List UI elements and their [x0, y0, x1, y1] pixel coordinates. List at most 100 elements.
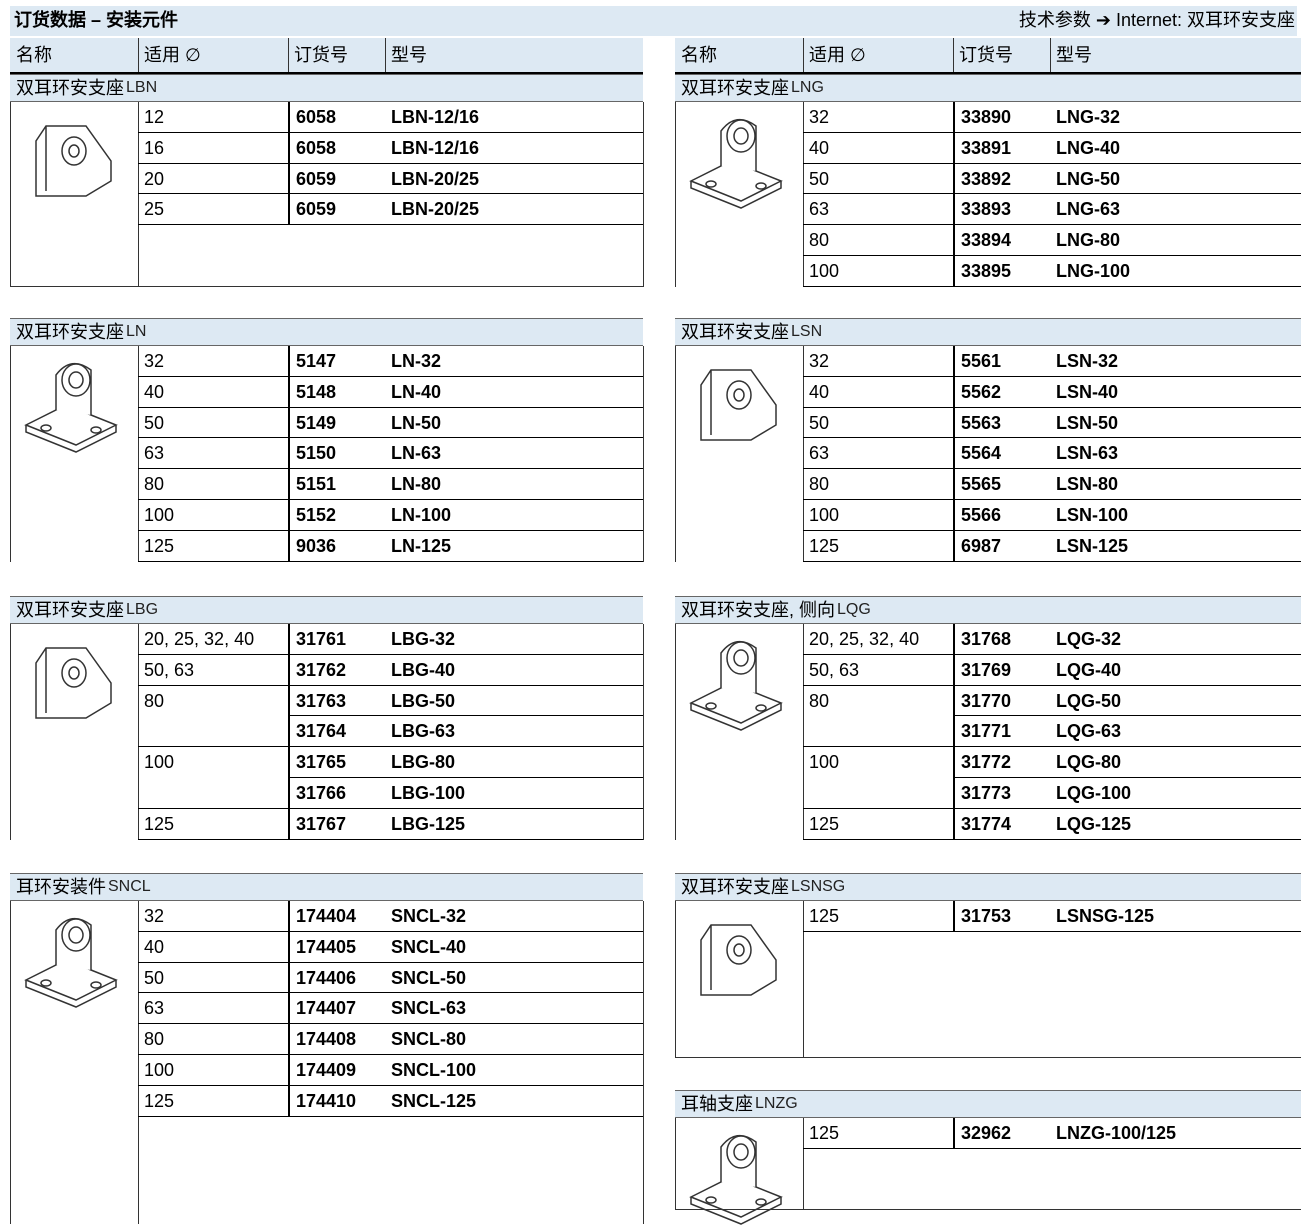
type-code: LBG-100: [391, 783, 466, 803]
order-col-border: [288, 901, 290, 932]
half-right-border: [643, 901, 644, 1225]
order-col-border: [953, 132, 955, 164]
order-col-border: [288, 132, 290, 164]
part-drawing: [35, 647, 112, 719]
row-rule: [953, 529, 1301, 531]
order-col-border: [953, 500, 955, 531]
section-left-border: [10, 901, 11, 1225]
type-code: LQG-32: [1056, 629, 1122, 649]
row-rule: [953, 777, 1301, 778]
type-code: LBG-32: [391, 629, 456, 649]
diameter: 32: [144, 906, 165, 926]
row-rule: [953, 499, 1301, 500]
part-drawing: [700, 924, 777, 996]
group-rule: [138, 653, 288, 655]
group-rule: [138, 437, 288, 439]
group-rule: [138, 131, 288, 133]
section-title-bg: [675, 1090, 1301, 1118]
order-number: 33890: [961, 107, 1012, 127]
group-rule: [803, 406, 953, 408]
diameter: 50: [144, 412, 165, 433]
type-code: SNCL-80: [391, 1029, 467, 1050]
section-code: LQG: [837, 601, 871, 618]
diameter: 63: [809, 443, 830, 464]
page-title: 订货数据 – 安装元件: [14, 10, 179, 30]
group-rule: [138, 560, 288, 562]
half-right-border: [643, 346, 644, 562]
order-col-border: [288, 438, 290, 470]
type-code: LN-32: [391, 351, 442, 371]
diameter: 125: [144, 1090, 175, 1111]
row-rule: [288, 406, 643, 408]
order-col-border: [953, 624, 955, 655]
row-rule: [953, 1147, 1301, 1149]
order-col-border: [288, 407, 290, 439]
type-code: LBG-80: [391, 752, 456, 773]
section-code: LN: [126, 323, 147, 340]
order-number: 31768: [961, 629, 1012, 649]
row-rule: [953, 560, 1301, 562]
type-code: LSN-50: [1056, 412, 1119, 433]
order-number: 174404: [296, 906, 357, 926]
part-drawing: [24, 362, 118, 453]
type-code: LNG-63: [1056, 199, 1121, 220]
order-col-border: [288, 716, 290, 748]
group-rule: [803, 807, 953, 809]
column-header: 名称: [16, 45, 52, 65]
section-title: 双耳环安支座: [16, 78, 124, 98]
section-left-border: [10, 624, 11, 840]
group-rule: [138, 468, 288, 470]
column-header: 型号: [391, 45, 427, 65]
order-number: 6987: [961, 535, 1002, 556]
order-number: 33891: [961, 137, 1012, 158]
group-rule: [138, 406, 288, 408]
type-code: SNCL-32: [391, 906, 467, 926]
type-code: SNCL-63: [391, 998, 467, 1019]
diameter: 63: [809, 199, 830, 220]
diameter: 40: [809, 381, 830, 402]
image-col-border: [803, 624, 804, 840]
section-left-border: [675, 102, 676, 287]
type-code: LN-63: [391, 443, 442, 464]
group-rule: [138, 930, 288, 932]
order-number: 5148: [296, 381, 337, 402]
column-divider: [803, 38, 804, 72]
order-col-border: [288, 624, 290, 655]
diameter: 125: [144, 813, 175, 834]
section-title-bg: [10, 873, 643, 901]
row-rule: [288, 499, 643, 500]
row-rule: [288, 1084, 643, 1086]
column-divider: [138, 38, 139, 72]
image-col-border: [803, 1118, 804, 1211]
row-rule: [288, 1023, 643, 1025]
order-number: 6059: [296, 168, 337, 189]
order-number: 33894: [961, 230, 1012, 251]
diameter: 32: [809, 107, 830, 127]
order-col-border: [953, 747, 955, 778]
order-col-border: [953, 654, 955, 686]
order-col-border: [953, 901, 955, 932]
order-number: 174406: [296, 967, 357, 988]
section-code: SNCL: [108, 878, 151, 895]
type-code: LSN-125: [1056, 535, 1129, 556]
row-rule: [288, 930, 643, 932]
section-title-bg: [10, 318, 643, 346]
order-number: 31769: [961, 659, 1012, 680]
row-rule: [953, 406, 1301, 408]
group-rule: [138, 961, 288, 963]
group-rule: [803, 838, 953, 840]
type-code: LSN-63: [1056, 443, 1119, 464]
order-col-border: [953, 102, 955, 133]
order-number: 31764: [296, 721, 347, 742]
row-rule: [953, 437, 1301, 439]
order-number: 6058: [296, 107, 337, 127]
row-rule: [953, 375, 1301, 377]
section-title: 双耳环安支座, 侧向: [681, 600, 836, 620]
group-rule: [803, 930, 953, 932]
group-rule: [803, 437, 953, 439]
column-header: 名称: [681, 45, 717, 65]
row-rule: [953, 468, 1301, 470]
row-rule: [953, 684, 1301, 686]
part-drawing: [35, 125, 112, 197]
row-rule: [288, 437, 643, 439]
